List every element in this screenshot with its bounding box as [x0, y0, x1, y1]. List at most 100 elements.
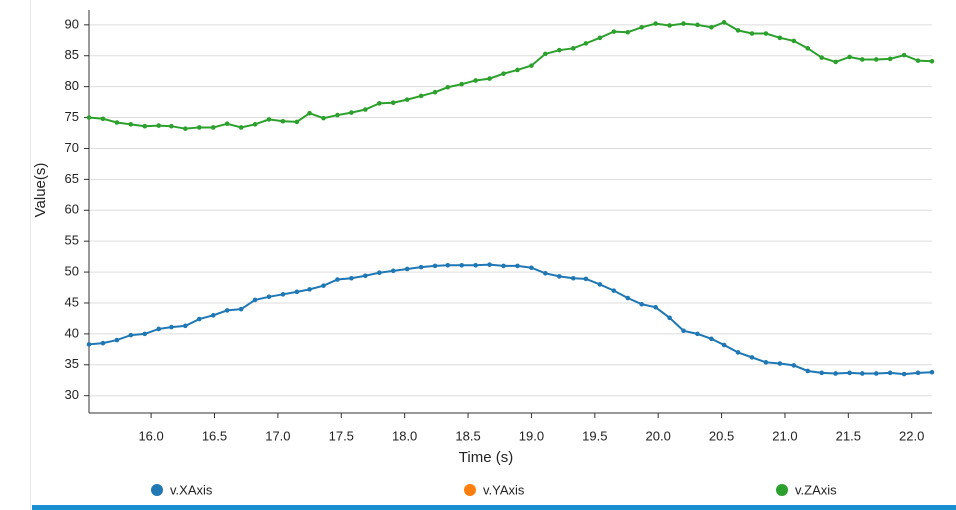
data-point — [597, 35, 603, 41]
data-point — [515, 67, 520, 73]
data-point — [653, 21, 658, 26]
data-point — [210, 313, 216, 318]
data-point — [735, 350, 741, 355]
x-tick-label: 16.5 — [202, 428, 227, 443]
y-tick-label: 60 — [65, 202, 79, 217]
data-point — [376, 101, 382, 106]
data-point — [390, 100, 396, 106]
series-line — [88, 21, 933, 130]
data-point — [915, 58, 921, 63]
data-point — [252, 297, 258, 303]
data-point — [349, 275, 354, 281]
x-tick-label: 18.5 — [455, 428, 480, 443]
data-point — [86, 115, 92, 120]
data-point — [156, 123, 162, 128]
data-point — [847, 54, 852, 60]
y-tick-label: 90 — [65, 16, 79, 31]
data-point — [128, 332, 134, 338]
data-point — [791, 38, 797, 44]
x-tick-label: 20.0 — [646, 428, 671, 443]
data-point — [114, 120, 120, 125]
data-point — [735, 28, 741, 33]
data-point — [294, 119, 300, 125]
data-point — [847, 370, 852, 376]
legend-label: v.XAxis — [170, 482, 213, 497]
data-point — [294, 289, 300, 295]
data-point — [681, 328, 686, 334]
data-point — [307, 287, 312, 292]
data-point — [667, 315, 672, 321]
data-point — [376, 270, 382, 275]
y-tick-label: 75 — [65, 109, 79, 124]
data-point — [280, 292, 286, 297]
y-tick-label: 85 — [65, 47, 79, 62]
data-point — [473, 78, 478, 83]
data-point — [611, 29, 617, 34]
data-point — [487, 262, 492, 267]
data-point — [487, 76, 492, 81]
data-point — [128, 122, 134, 127]
data-point — [390, 268, 396, 274]
x-tick-label: 18.0 — [392, 428, 417, 443]
data-point — [529, 265, 534, 271]
data-point — [929, 369, 935, 375]
data-point — [142, 331, 148, 337]
data-point — [238, 306, 244, 312]
data-point — [543, 271, 548, 276]
data-point — [335, 277, 340, 282]
data-point — [156, 326, 162, 332]
data-point — [709, 25, 714, 30]
data-point — [721, 342, 727, 348]
data-point — [695, 331, 700, 337]
data-point — [639, 25, 645, 30]
legend-marker — [464, 484, 476, 496]
data-point — [432, 263, 438, 269]
data-point — [763, 31, 769, 36]
data-point — [625, 29, 631, 35]
bottom-bar — [32, 505, 956, 510]
data-point — [404, 266, 410, 272]
data-point — [805, 46, 811, 51]
data-point — [901, 371, 907, 377]
data-point — [169, 123, 174, 129]
data-point — [833, 371, 838, 376]
data-point — [445, 262, 451, 268]
data-point — [473, 262, 478, 268]
data-point — [721, 20, 727, 25]
data-point — [777, 35, 783, 41]
data-point — [224, 308, 230, 313]
x-tick-label: 21.5 — [836, 428, 861, 443]
data-point — [459, 262, 464, 268]
data-point — [791, 363, 797, 368]
data-point — [557, 274, 562, 279]
data-point — [583, 41, 589, 46]
legend-label: v.YAxis — [483, 482, 525, 497]
data-point — [887, 370, 893, 376]
data-point — [859, 371, 865, 376]
x-tick-label: 17.5 — [329, 428, 354, 443]
data-point — [321, 283, 326, 288]
data-point — [252, 122, 258, 127]
x-tick-label: 19.0 — [519, 428, 544, 443]
data-point — [570, 46, 576, 51]
data-point — [404, 97, 410, 102]
data-point — [777, 361, 783, 366]
x-tick-label: 22.0 — [899, 428, 924, 443]
data-point — [583, 276, 589, 282]
data-point — [929, 59, 935, 64]
data-point — [695, 22, 700, 28]
data-point — [335, 112, 340, 118]
data-point — [183, 323, 188, 329]
y-tick-label: 70 — [65, 140, 79, 155]
data-point — [915, 370, 921, 376]
data-point — [266, 294, 272, 300]
data-point — [901, 52, 907, 58]
data-point — [280, 118, 286, 124]
x-tick-label: 16.0 — [138, 428, 163, 443]
x-tick-label: 19.5 — [582, 428, 607, 443]
data-point — [210, 125, 216, 130]
data-point — [445, 84, 451, 90]
data-point — [570, 275, 576, 281]
data-point — [625, 295, 631, 301]
